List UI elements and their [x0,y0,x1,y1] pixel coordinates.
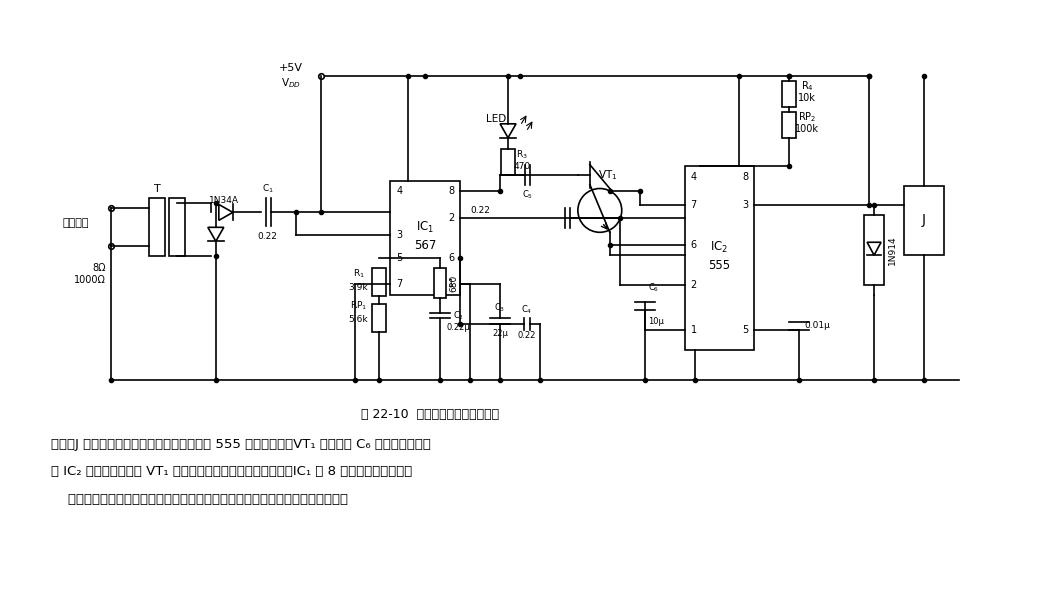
Bar [373,268,386,296]
Text: 555: 555 [709,259,731,272]
Text: RP$_1$: RP$_1$ [350,299,367,312]
Text: 100k: 100k [795,124,819,134]
Bar [864,215,884,285]
Text: 6: 6 [448,253,454,263]
Text: 1000Ω: 1000Ω [74,275,106,285]
Text: 2: 2 [448,213,454,224]
Bar [434,268,447,298]
Text: 8: 8 [448,186,454,196]
Text: R$_3$: R$_3$ [516,148,528,161]
Text: 5: 5 [396,253,402,263]
Text: 0.22: 0.22 [517,331,536,340]
Text: 0.22: 0.22 [258,232,278,241]
Text: T: T [153,183,161,193]
Text: LED: LED [486,114,506,124]
Text: IC$_1$: IC$_1$ [416,220,434,235]
Text: 1: 1 [448,279,454,289]
Text: 置位，J 吸合，将负载的电源接通或断开。在 555 置位的同时，VT₁ 导通，将 C₆ 上原有的电荷通: 置位，J 吸合，将负载的电源接通或断开。在 555 置位的同时，VT₁ 导通，将… [52,438,431,451]
Text: 7: 7 [691,200,697,211]
Text: 22μ: 22μ [492,329,508,339]
Text: 6: 6 [691,240,697,250]
Text: 8Ω: 8Ω [93,263,106,273]
Text: 8: 8 [742,171,749,181]
Text: RP$_2$: RP$_2$ [798,110,816,124]
Text: R$_1$: R$_1$ [353,268,364,280]
Text: IC$_2$: IC$_2$ [711,240,729,255]
Text: 图 22-10  载波信号处理、控制电路: 图 22-10 载波信号处理、控制电路 [361,408,499,421]
Bar [149,199,165,256]
Text: C$_3$: C$_3$ [494,302,506,314]
Bar [904,186,944,255]
Text: 2: 2 [691,280,697,290]
Text: 5.6k: 5.6k [348,315,369,324]
Text: V$_{DD}$: V$_{DD}$ [281,76,301,90]
Text: 4: 4 [691,171,697,181]
Bar [782,81,796,107]
Bar [501,149,515,174]
Text: C$_4$: C$_4$ [522,304,532,316]
Text: J: J [922,213,926,227]
Text: 10k: 10k [798,93,816,103]
Text: 本译码、控制电路用于多种控制场合，如通控、遥测、工业控制、电话通信等。: 本译码、控制电路用于多种控制场合，如通控、遥测、工业控制、电话通信等。 [52,493,348,506]
Text: 680: 680 [450,275,458,292]
Text: +5V: +5V [279,63,303,73]
Text: 4: 4 [396,186,402,196]
Text: 567: 567 [414,239,436,252]
Bar [169,199,185,256]
Text: 0.01μ: 0.01μ [805,321,830,330]
Bar [373,304,386,332]
Text: 0.22μ: 0.22μ [447,323,470,332]
Text: C$_5$: C$_5$ [523,188,533,200]
Text: 3: 3 [742,200,749,211]
Bar [782,112,796,138]
Text: 5: 5 [742,325,749,335]
Text: 10μ: 10μ [647,317,663,326]
Text: R$_4$: R$_4$ [800,79,814,93]
Text: 470: 470 [513,162,530,171]
Text: 1N914: 1N914 [887,235,897,265]
Text: 1N34A: 1N34A [209,196,239,205]
Text: 0.22: 0.22 [470,206,490,215]
Bar [391,180,460,295]
Text: 1: 1 [691,325,697,335]
Text: C$_1$: C$_1$ [262,182,274,195]
Text: 过 IC₂ 内部的放电管和 VT₁ 放电，并保持。音频信号结束后，IC₁ 的 8 脚自动回至高电平。: 过 IC₂ 内部的放电管和 VT₁ 放电，并保持。音频信号结束后，IC₁ 的 8… [52,465,413,478]
Text: 音频输入: 音频输入 [63,218,90,228]
Text: 3.9k: 3.9k [348,282,369,292]
Text: C$_2$: C$_2$ [453,310,464,322]
Text: 3: 3 [396,230,402,240]
Bar [684,165,754,350]
Text: VT$_1$: VT$_1$ [598,168,618,183]
Text: C$_6$: C$_6$ [647,282,659,294]
Text: 7: 7 [396,279,402,289]
